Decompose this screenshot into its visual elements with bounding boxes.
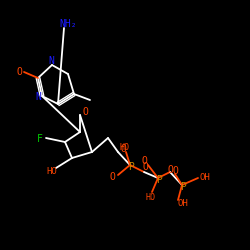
Text: O: O — [167, 165, 173, 175]
Text: NH₂: NH₂ — [59, 19, 77, 29]
Text: HO: HO — [46, 168, 58, 176]
Text: O: O — [172, 166, 178, 176]
Text: O: O — [82, 107, 88, 117]
Text: O: O — [16, 67, 22, 77]
Text: P: P — [156, 175, 162, 185]
Text: O: O — [141, 156, 147, 166]
Text: N: N — [48, 56, 54, 66]
Text: OH: OH — [178, 200, 188, 208]
Text: O: O — [142, 162, 148, 172]
Text: F: F — [37, 134, 43, 144]
Text: HO: HO — [145, 192, 155, 202]
Text: N: N — [35, 92, 41, 102]
Text: P: P — [128, 162, 134, 172]
Text: HO: HO — [120, 142, 130, 152]
Text: O: O — [120, 144, 126, 154]
Text: P: P — [180, 182, 186, 192]
Text: OH: OH — [200, 172, 210, 182]
Text: O: O — [109, 172, 115, 182]
